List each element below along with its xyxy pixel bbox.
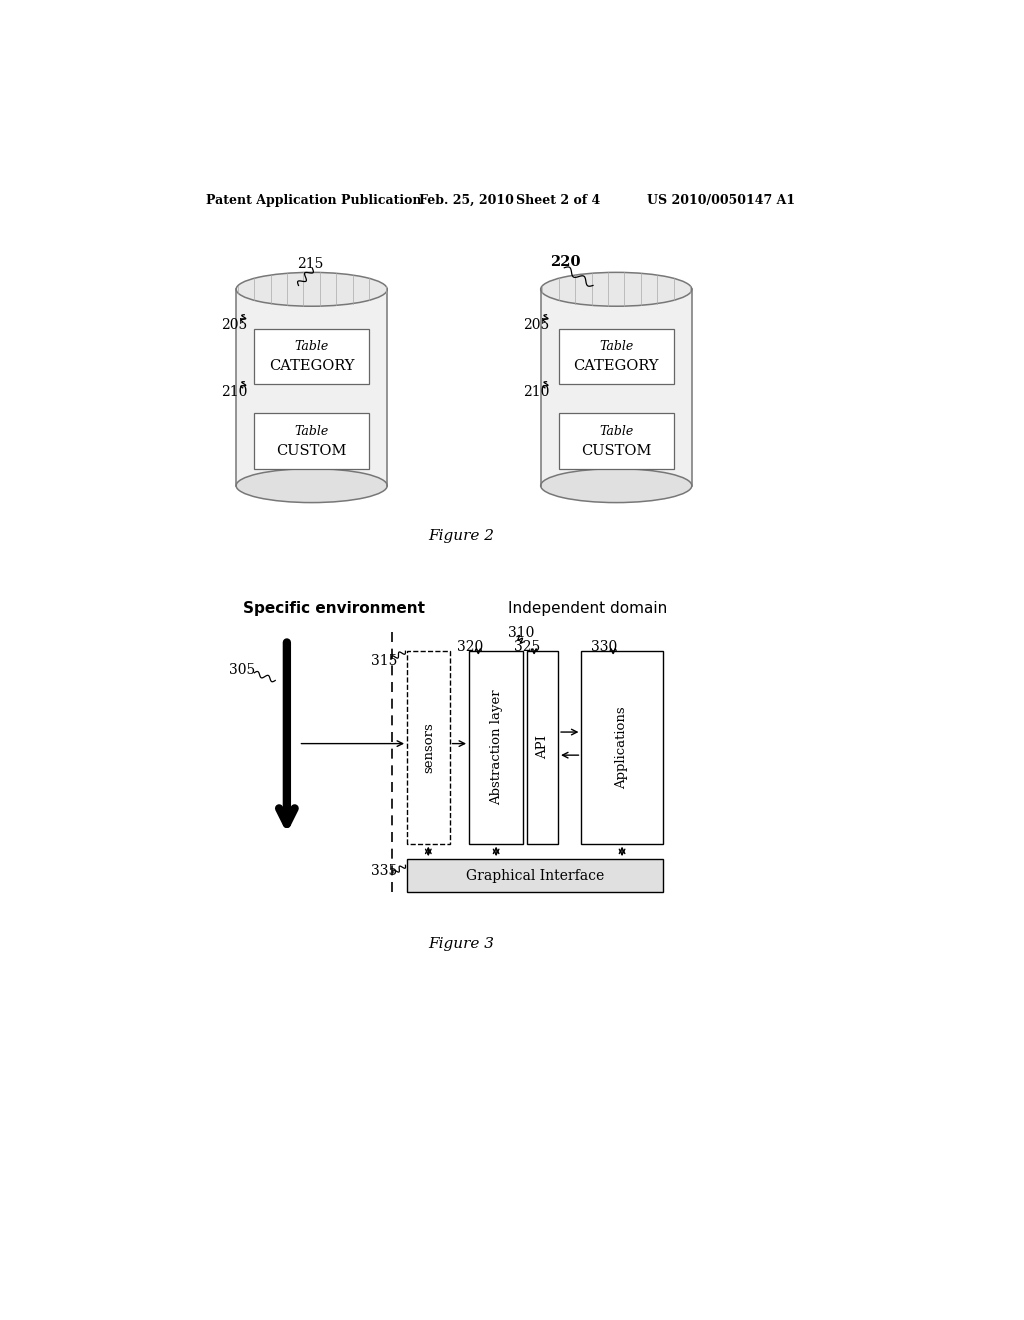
Text: Table: Table — [599, 339, 634, 352]
Text: 215: 215 — [297, 257, 324, 271]
Text: 315: 315 — [371, 655, 397, 668]
Text: CATEGORY: CATEGORY — [269, 359, 354, 374]
Ellipse shape — [541, 272, 692, 306]
Polygon shape — [559, 329, 674, 384]
Text: Table: Table — [295, 425, 329, 437]
Text: US 2010/0050147 A1: US 2010/0050147 A1 — [647, 194, 796, 207]
Text: Table: Table — [599, 425, 634, 437]
Ellipse shape — [237, 469, 387, 503]
Polygon shape — [582, 651, 663, 843]
Text: API: API — [537, 735, 549, 759]
Ellipse shape — [541, 469, 692, 503]
Polygon shape — [527, 651, 558, 843]
Polygon shape — [254, 413, 369, 469]
Text: 210: 210 — [221, 384, 248, 399]
Text: 305: 305 — [228, 664, 255, 677]
Polygon shape — [254, 329, 369, 384]
Text: Table: Table — [295, 339, 329, 352]
Text: Sheet 2 of 4: Sheet 2 of 4 — [515, 194, 600, 207]
Text: CUSTOM: CUSTOM — [581, 444, 651, 458]
Text: Abstraction layer: Abstraction layer — [489, 689, 503, 805]
Text: 330: 330 — [592, 640, 617, 655]
Text: Patent Application Publication: Patent Application Publication — [206, 194, 421, 207]
Text: sensors: sensors — [422, 722, 435, 772]
Text: 205: 205 — [221, 318, 247, 333]
Text: 310: 310 — [508, 626, 535, 640]
Text: Independent domain: Independent domain — [508, 602, 667, 616]
Polygon shape — [541, 289, 692, 486]
Text: Applications: Applications — [615, 706, 629, 789]
Polygon shape — [559, 413, 674, 469]
Text: Specific environment: Specific environment — [243, 602, 425, 616]
Text: 335: 335 — [371, 863, 397, 878]
Text: 205: 205 — [523, 318, 550, 333]
Polygon shape — [407, 651, 450, 843]
Text: Graphical Interface: Graphical Interface — [466, 869, 604, 883]
Polygon shape — [469, 651, 523, 843]
Polygon shape — [237, 289, 387, 486]
Text: CATEGORY: CATEGORY — [573, 359, 659, 374]
Text: Feb. 25, 2010: Feb. 25, 2010 — [419, 194, 513, 207]
Text: Figure 2: Figure 2 — [428, 529, 495, 543]
Text: 325: 325 — [514, 640, 541, 655]
Text: 210: 210 — [523, 384, 550, 399]
Text: 320: 320 — [458, 640, 483, 655]
Ellipse shape — [237, 272, 387, 306]
Text: 220: 220 — [550, 255, 581, 269]
Polygon shape — [407, 859, 663, 892]
Text: Figure 3: Figure 3 — [428, 937, 495, 950]
Text: CUSTOM: CUSTOM — [276, 444, 347, 458]
